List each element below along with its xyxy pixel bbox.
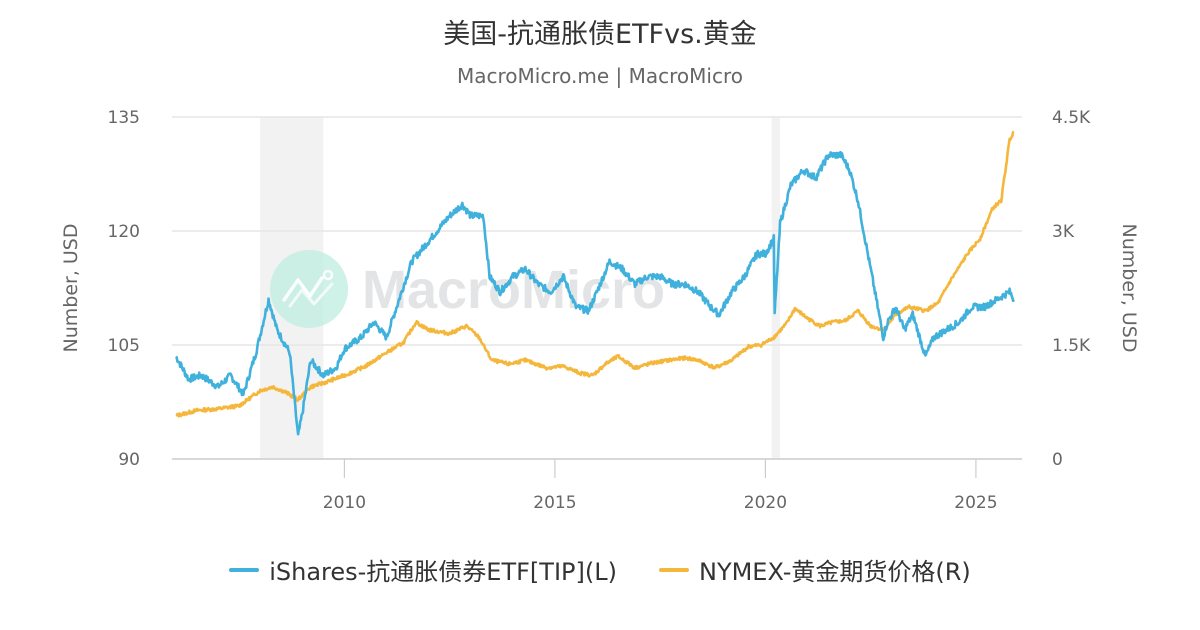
x-tick-label: 2020 bbox=[744, 493, 787, 513]
y-right-tick-label: 4.5K bbox=[1052, 108, 1091, 128]
y-left-tick-label: 105 bbox=[108, 336, 140, 356]
legend-swatch-icon bbox=[229, 567, 260, 572]
y-axis-left-title: Number, USD bbox=[60, 223, 82, 352]
chart-title: 美国-抗通胀债ETFvs.黄金 bbox=[443, 19, 757, 50]
y-right-tick-label: 3K bbox=[1052, 222, 1075, 242]
gold-futures-line bbox=[175, 130, 1015, 418]
y-axis-right-title: Number, USD bbox=[1118, 223, 1140, 352]
legend-label: NYMEX-黄金期货价格(R) bbox=[698, 558, 971, 586]
macromicro-logo-icon bbox=[270, 250, 348, 328]
y-left-tick-label: 90 bbox=[118, 450, 140, 470]
legend-swatch-icon bbox=[658, 567, 689, 572]
y-right-tick-label: 0 bbox=[1052, 450, 1063, 470]
legend-item-tip-etf[interactable]: iShares-抗通胀债券ETF[TIP](L) bbox=[229, 552, 617, 587]
series-lines bbox=[175, 130, 1015, 436]
chart-subtitle: MacroMicro.me | MacroMicro bbox=[457, 64, 743, 88]
legend: iShares-抗通胀债券ETF[TIP](L) NYMEX-黄金期货价格(R) bbox=[0, 552, 1200, 587]
watermark: MacroMicro bbox=[270, 250, 665, 328]
y-left-tick-label: 120 bbox=[108, 222, 140, 242]
tip-etf-line bbox=[175, 150, 1015, 436]
legend-item-gold-futures[interactable]: NYMEX-黄金期货价格(R) bbox=[658, 552, 971, 587]
gridlines bbox=[172, 116, 1022, 346]
legend-label: iShares-抗通胀债券ETF[TIP](L) bbox=[269, 558, 617, 586]
watermark-text: MacroMicro bbox=[362, 260, 665, 320]
x-axis-ticks: 2010 2015 2020 2025 bbox=[323, 459, 998, 513]
x-tick-label: 2010 bbox=[323, 493, 366, 513]
y-right-tick-label: 1.5K bbox=[1052, 336, 1091, 356]
x-tick-label: 2015 bbox=[533, 493, 576, 513]
y-left-tick-label: 135 bbox=[108, 108, 140, 128]
y-axis-right-ticks: 0 1.5K 3K 4.5K bbox=[1052, 108, 1091, 470]
y-axis-left-ticks: 90 105 120 135 bbox=[108, 108, 140, 470]
x-tick-label: 2025 bbox=[954, 493, 997, 513]
